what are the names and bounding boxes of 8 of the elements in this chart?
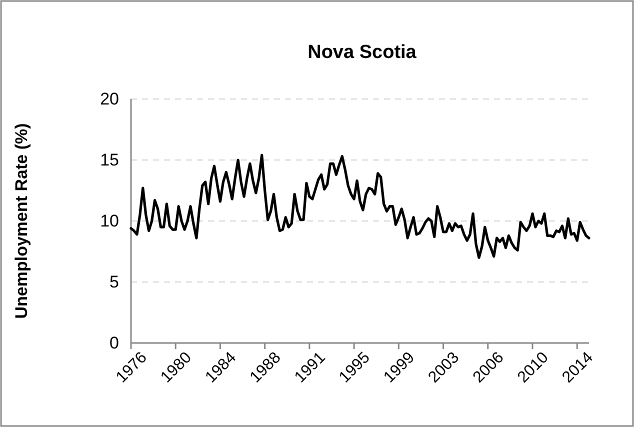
y-tick-label: 0	[110, 333, 119, 352]
y-axis-title: Unemployment Rate (%)	[12, 123, 31, 319]
y-tick-label: 10	[100, 211, 119, 230]
y-tick-label: 15	[100, 150, 119, 170]
chart-title: Nova Scotia	[308, 42, 417, 63]
y-tick-label: 5	[110, 272, 119, 292]
line-series	[130, 154, 590, 259]
y-tick-label: 20	[100, 89, 119, 108]
